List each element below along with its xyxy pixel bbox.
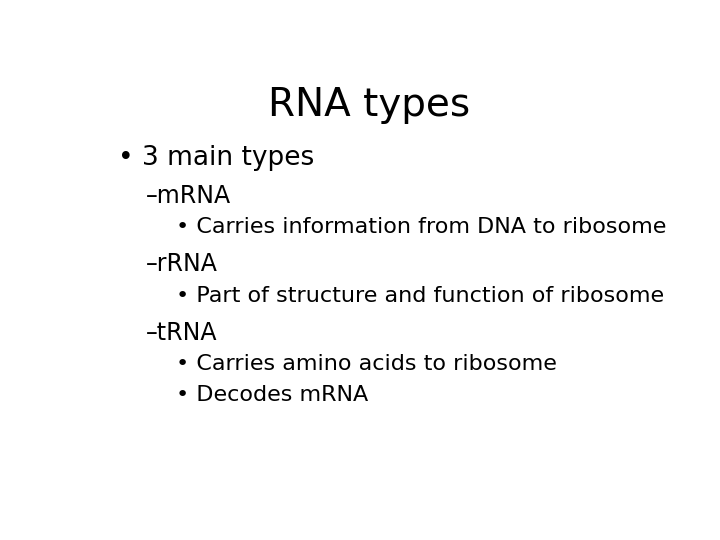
- Text: • Part of structure and function of ribosome: • Part of structure and function of ribo…: [176, 286, 665, 306]
- Text: –mRNA: –mRNA: [145, 184, 231, 208]
- Text: • Carries amino acids to ribosome: • Carries amino acids to ribosome: [176, 354, 557, 374]
- Text: RNA types: RNA types: [268, 85, 470, 124]
- Text: • Decodes mRNA: • Decodes mRNA: [176, 386, 369, 406]
- Text: –tRNA: –tRNA: [145, 321, 217, 345]
- Text: • 3 main types: • 3 main types: [118, 145, 314, 171]
- Text: –rRNA: –rRNA: [145, 252, 217, 276]
- Text: • Carries information from DNA to ribosome: • Carries information from DNA to riboso…: [176, 217, 667, 237]
